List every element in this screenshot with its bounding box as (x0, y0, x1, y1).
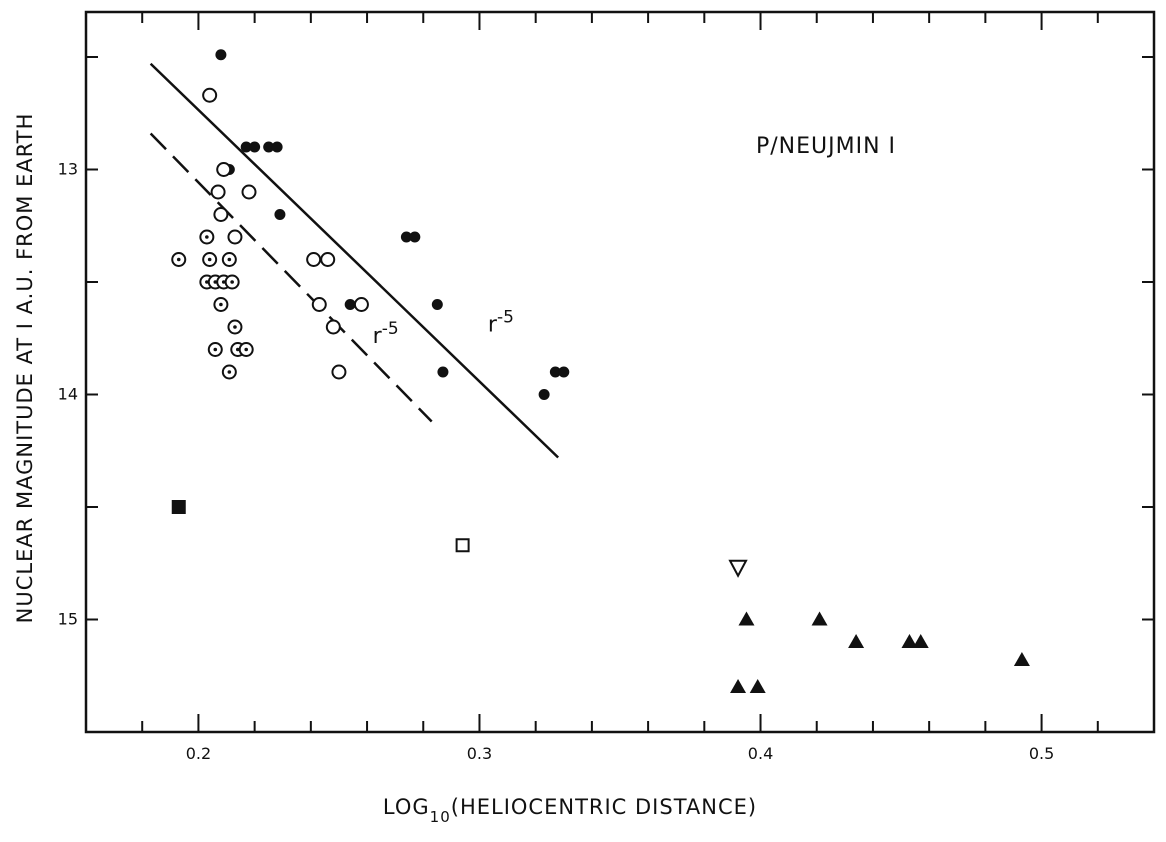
open-circle-point-1 (210, 184, 226, 200)
dotted-circle-dot (227, 257, 232, 262)
dotted-circle-point-0 (171, 252, 187, 267)
open-circle-point-0 (202, 87, 218, 103)
dotted-circle-dot (219, 302, 223, 307)
dashed-line (149, 132, 433, 423)
filled-circle-point-10 (431, 299, 443, 310)
filled-triangle-point-3 (901, 634, 918, 648)
tick-labels: 0.2 0.3 0.4 0.5 13 14 15 (58, 160, 1055, 764)
x-axis-label-rest: (HELIOCENTRIC DISTANCE) (451, 795, 757, 819)
filled-circle-point-4 (263, 141, 275, 153)
filled-circle-point-6 (274, 209, 286, 220)
dotted-circle-dot (244, 347, 248, 352)
dotted-circle-dot (176, 257, 181, 262)
dotted-circle-point-1 (199, 229, 215, 245)
plot-frame (84, 10, 1156, 734)
filled-circle-point-7 (344, 299, 356, 310)
solid-line-label-exponent: -5 (497, 308, 514, 328)
dotted-circle-dot (230, 280, 234, 284)
y-axis-label: NUCLEAR MAGNITUDE AT I A.U. FROM EARTH (13, 113, 37, 624)
filled-circle-point-2 (240, 141, 252, 153)
dotted-circle-dot (235, 347, 240, 352)
power-law-lines: r-5r-5 (149, 62, 560, 459)
dotted-circle-dot (227, 370, 232, 374)
dotted-circle-point-7 (224, 274, 240, 290)
filled-triangle-point-5 (1013, 652, 1030, 666)
solid-line-label: r-5 (488, 308, 514, 338)
data-points (171, 49, 1030, 693)
chart-title: P/NEUJMIN I (756, 134, 896, 159)
dotted-circle-dot (233, 325, 237, 329)
dotted-circle-point-10 (207, 342, 223, 357)
filled-triangle-point-6 (730, 679, 747, 693)
open-circle-point-3 (216, 162, 232, 177)
open-circle-point-5 (241, 184, 257, 200)
filled-triangle-point-4 (912, 634, 929, 648)
solid-line (149, 62, 560, 459)
x-axis-label-subscript: 10 (430, 808, 451, 826)
filled-circle-point-3 (249, 141, 261, 153)
dashed-line-label-exponent: -5 (382, 319, 399, 339)
x-tick-label-2: 0.4 (748, 744, 773, 763)
x-tick-label-0: 0.2 (186, 744, 211, 763)
open-circle-point-11 (353, 297, 369, 312)
filled-circle-point-12 (538, 389, 550, 400)
filled-circle-point-13 (549, 366, 561, 378)
filled-triangle-point-0 (738, 611, 755, 626)
x-axis-label-main: LOG (383, 795, 430, 819)
solid-line-label-base: r (488, 313, 498, 338)
open-circle-point-6 (306, 252, 322, 267)
x-tick-label-3: 0.5 (1029, 744, 1054, 763)
dotted-circle-point-9 (227, 319, 243, 335)
x-axis-label: LOG10(HELIOCENTRIC DISTANCE) (383, 795, 757, 826)
open-circle-point-4 (227, 229, 243, 245)
dotted-circle-dot (205, 235, 209, 239)
dotted-circle-point-13 (221, 364, 237, 380)
filled-circle-point-11 (437, 366, 449, 378)
dotted-circle-point-2 (202, 252, 218, 267)
dashed-line-label-base: r (373, 324, 383, 349)
dotted-circle-dot (207, 257, 212, 262)
y-tick-label-2: 15 (58, 610, 78, 629)
open-triangle-down-point-0 (728, 559, 748, 578)
y-tick-label-0: 13 (58, 160, 78, 179)
filled-circle-point-14 (558, 366, 570, 378)
x-tick-label-1: 0.3 (467, 744, 492, 763)
filled-triangle-point-2 (848, 634, 865, 648)
open-circle-point-8 (320, 252, 336, 267)
filled-square-point-0 (171, 500, 186, 514)
filled-circle-point-0 (215, 49, 227, 61)
filled-circle-point-5 (271, 141, 283, 153)
dashed-line-label: r-5 (373, 319, 399, 349)
open-circle-point-9 (325, 319, 341, 335)
open-square-point-0 (455, 538, 470, 553)
filled-circle-point-9 (409, 231, 421, 243)
open-circle-point-10 (331, 364, 347, 380)
axis-ticks (85, 12, 1155, 733)
open-circle-point-7 (311, 297, 327, 312)
dotted-circle-point-12 (238, 342, 254, 357)
y-tick-label-1: 14 (58, 385, 78, 404)
dotted-circle-dot (213, 347, 218, 352)
dotted-circle-dot (213, 280, 218, 284)
dotted-circle-dot (205, 280, 209, 284)
dotted-circle-point-5 (213, 297, 229, 312)
dotted-circle-dot (221, 280, 226, 284)
filled-triangle-point-1 (811, 611, 828, 626)
open-circle-point-2 (213, 207, 229, 222)
filled-circle-point-8 (400, 231, 412, 243)
dotted-circle-point-8 (221, 252, 237, 267)
filled-triangle-point-7 (749, 679, 766, 693)
